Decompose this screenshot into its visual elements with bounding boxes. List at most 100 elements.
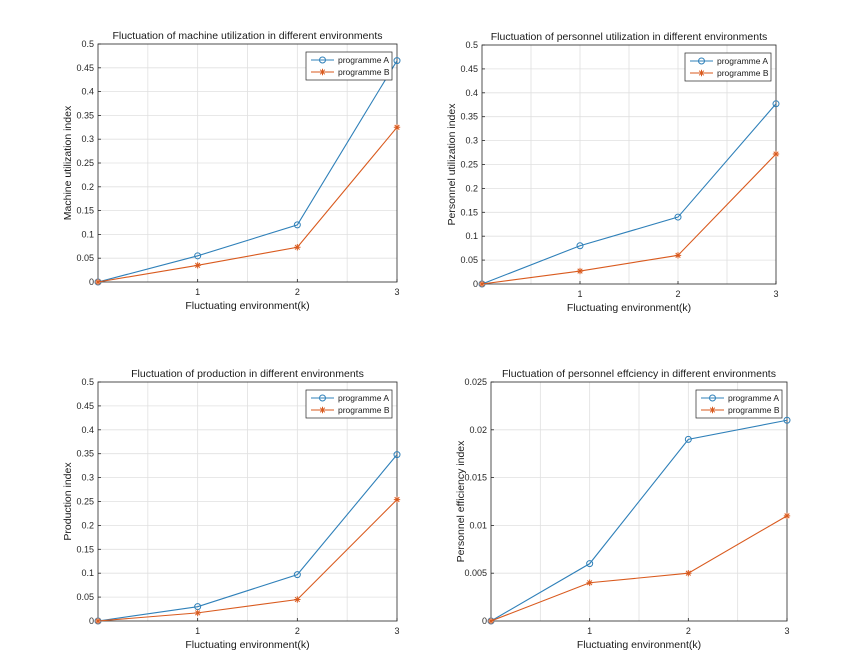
data-point	[576, 242, 584, 250]
data-point	[393, 57, 401, 65]
y-tick-label: 0	[89, 277, 94, 287]
chart-panel-1: 0 0.05 0.1 0.15 0.2 0.25 0.3 0.35 0.4 0.45 0.5 1 2 3 F…	[62, 30, 401, 312]
x-tick-label: 2	[686, 626, 691, 636]
y-tick-label: 0.1	[81, 568, 94, 578]
legend-circle-marker	[709, 394, 716, 402]
legend-circle-marker	[319, 394, 326, 402]
x-axis-label: Fluctuating environment(k)	[567, 302, 691, 314]
y-tick-label: 0.45	[76, 401, 94, 411]
legend-label: programme B	[728, 405, 780, 415]
data-point	[94, 278, 102, 286]
data-point	[478, 280, 486, 288]
data-point	[393, 496, 401, 503]
data-point	[293, 221, 301, 229]
series-line	[97, 126, 398, 283]
x-axis-label: Fluctuating environment(k)	[185, 639, 309, 651]
y-tick-label: 0.025	[464, 377, 487, 387]
series-line	[97, 499, 398, 622]
x-tick-label: 2	[675, 289, 680, 299]
y-tick-label: 0.45	[460, 64, 478, 74]
chart-title: Fluctuation of machine utilization in di…	[112, 30, 382, 42]
data-point	[194, 262, 201, 269]
y-tick-label: 0.5	[81, 39, 94, 49]
legend: programme A programme B	[684, 52, 772, 82]
x-tick-label: 3	[784, 626, 789, 636]
series-programme-b	[94, 124, 401, 286]
legend-label: programme B	[338, 67, 390, 77]
legend-circle-marker	[698, 57, 705, 65]
x-axis-label: Fluctuating environment(k)	[577, 639, 701, 651]
data-point	[783, 512, 791, 520]
y-axis-label: Production index	[62, 462, 74, 541]
chart-panel-2: 0 0.05 0.1 0.15 0.2 0.25 0.3 0.35 0.4 0.45 0.5 1 2 3 F…	[446, 31, 780, 314]
y-axis-label: Machine utilization index	[62, 105, 74, 220]
legend-star-marker	[319, 68, 326, 76]
y-axis-label: Personnel efficiency index	[455, 440, 467, 563]
chart-panel-3: 0 0.05 0.1 0.15 0.2 0.25 0.3 0.35 0.4 0.45 0.5 1 2 3 F…	[62, 368, 401, 651]
y-tick-label: 0.3	[465, 136, 478, 146]
x-tick-label: 1	[577, 289, 582, 299]
legend-star-marker	[698, 69, 705, 77]
series-line	[481, 103, 777, 285]
series-programme-b	[94, 496, 401, 625]
x-tick-label: 3	[394, 287, 399, 297]
legend-label: programme A	[728, 393, 779, 403]
data-point	[194, 252, 202, 260]
y-tick-label: 0.5	[465, 40, 478, 50]
chart-title: Fluctuation of production in different e…	[131, 368, 364, 380]
y-tick-label: 0.2	[81, 182, 94, 192]
legend-label: programme A	[338, 55, 389, 65]
axes-box	[490, 381, 788, 622]
data-point	[586, 579, 593, 586]
chart-panel-4: 0 0.005 0.01 0.015 0.02 0.025 1 2 3 Fluctuation o…	[455, 368, 791, 651]
x-tick-label: 3	[773, 289, 778, 299]
series-line	[97, 454, 398, 622]
y-tick-label: 0.1	[465, 231, 478, 241]
y-tick-label: 0.05	[76, 592, 94, 602]
data-point	[586, 560, 594, 568]
x-axis-label: Fluctuating environment(k)	[185, 300, 309, 312]
y-tick-label: 0	[473, 279, 478, 289]
y-tick-label: 0.35	[76, 110, 94, 120]
data-point	[393, 124, 401, 131]
legend-box	[684, 52, 772, 82]
legend-label: programme B	[338, 405, 390, 415]
chart-title: Fluctuation of personnel utilization in …	[491, 31, 767, 43]
y-tick-label: 0.2	[465, 183, 478, 193]
legend-star-marker	[319, 406, 326, 414]
y-tick-label: 0.4	[465, 88, 478, 98]
series-programme-b	[478, 150, 780, 288]
y-tick-label: 0	[89, 616, 94, 626]
legend-label: programme A	[338, 393, 389, 403]
x-tick-label: 2	[295, 626, 300, 636]
data-point	[674, 213, 682, 221]
x-tick-label: 2	[295, 287, 300, 297]
legend-label: programme A	[717, 56, 768, 66]
data-point	[684, 435, 692, 443]
data-point	[674, 252, 682, 259]
y-tick-label: 0.5	[81, 377, 94, 387]
legend-box	[695, 389, 783, 419]
x-tick-label: 1	[195, 287, 200, 297]
data-point	[772, 150, 780, 158]
y-tick-label: 0.3	[81, 473, 94, 483]
legend-box	[305, 51, 393, 81]
data-point	[294, 244, 301, 251]
y-tick-label: 0.02	[469, 425, 487, 435]
y-tick-label: 0.25	[460, 160, 478, 170]
y-tick-label: 0.4	[81, 425, 94, 435]
legend-circle-marker	[319, 56, 326, 64]
y-tick-label: 0.01	[469, 520, 487, 530]
y-tick-label: 0.015	[464, 473, 487, 483]
legend: programme A programme B	[305, 51, 393, 81]
y-tick-label: 0.15	[76, 544, 94, 554]
y-tick-label: 0.05	[460, 255, 478, 265]
y-tick-label: 0.3	[81, 134, 94, 144]
legend-star-marker	[709, 406, 716, 414]
series-line	[97, 60, 398, 283]
x-tick-label: 1	[195, 626, 200, 636]
data-point	[772, 100, 780, 108]
legend: programme A programme B	[695, 389, 783, 419]
x-tick-label: 3	[394, 626, 399, 636]
